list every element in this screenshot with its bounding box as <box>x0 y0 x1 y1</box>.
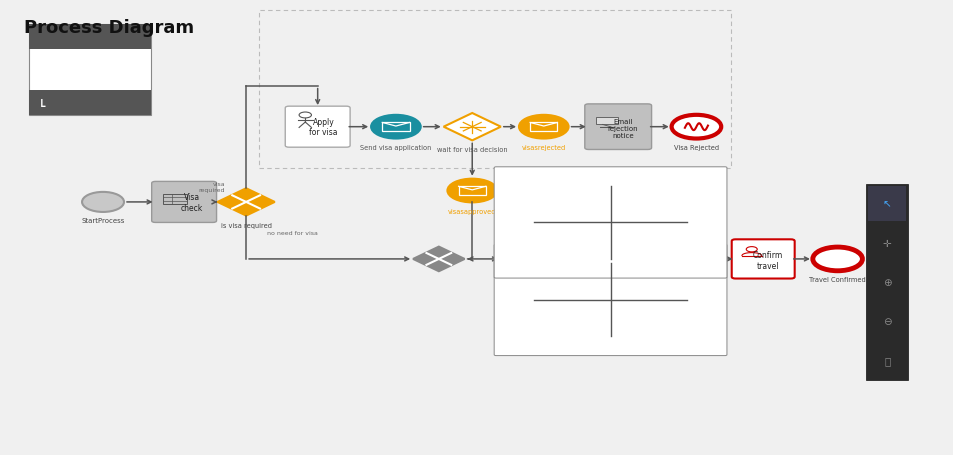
Text: Book Hotel: Book Hotel <box>589 292 631 301</box>
Text: Visa
check: Visa check <box>180 193 203 212</box>
Text: ⊖: ⊖ <box>882 316 891 326</box>
Circle shape <box>812 248 862 271</box>
Polygon shape <box>217 189 274 216</box>
FancyBboxPatch shape <box>494 167 726 278</box>
Bar <box>596 117 617 125</box>
Text: Book: Book <box>520 278 537 284</box>
Bar <box>865 184 907 380</box>
Circle shape <box>371 116 420 139</box>
Circle shape <box>82 192 124 212</box>
Text: Visa Rejected: Visa Rejected <box>673 145 719 151</box>
Bar <box>867 226 905 260</box>
Circle shape <box>447 179 497 203</box>
Text: is visa required: is visa required <box>220 222 272 228</box>
Polygon shape <box>413 247 464 272</box>
Text: visa
required: visa required <box>198 182 225 192</box>
Text: L: L <box>40 99 46 108</box>
Polygon shape <box>662 246 720 273</box>
Text: ⊕: ⊕ <box>882 277 891 287</box>
Bar <box>382 123 409 131</box>
Bar <box>867 343 905 378</box>
Text: ✛: ✛ <box>882 238 891 248</box>
FancyBboxPatch shape <box>285 107 350 148</box>
Bar <box>162 195 187 205</box>
Text: no need for visa: no need for visa <box>267 230 317 235</box>
Text: ⤢: ⤢ <box>883 355 889 365</box>
Text: wait for visa decision: wait for visa decision <box>436 147 507 152</box>
FancyBboxPatch shape <box>494 245 726 356</box>
Text: Confirm
travel: Confirm travel <box>752 251 782 270</box>
Text: visasrejected: visasrejected <box>521 145 565 151</box>
Text: Email
rejection
notice: Email rejection notice <box>607 118 638 138</box>
Bar <box>29 91 151 116</box>
Text: StartProcess: StartProcess <box>81 217 125 223</box>
Circle shape <box>518 116 568 139</box>
Text: Book Flight: Book Flight <box>588 215 632 224</box>
Bar <box>259 11 730 168</box>
Circle shape <box>671 116 720 139</box>
Bar <box>29 25 151 50</box>
Bar <box>867 265 905 299</box>
FancyBboxPatch shape <box>584 105 651 150</box>
Bar <box>458 187 485 195</box>
FancyBboxPatch shape <box>575 281 644 320</box>
Polygon shape <box>500 246 558 273</box>
Polygon shape <box>443 114 500 141</box>
Bar <box>867 187 905 221</box>
Bar <box>29 25 151 116</box>
FancyBboxPatch shape <box>575 203 644 243</box>
Text: Apply
for visa: Apply for visa <box>309 118 337 137</box>
FancyBboxPatch shape <box>731 240 794 279</box>
Text: ↖: ↖ <box>882 199 891 209</box>
Text: Send visa application: Send visa application <box>360 145 431 151</box>
Bar <box>867 304 905 339</box>
Bar <box>530 123 557 131</box>
Text: Travel Confirmed: Travel Confirmed <box>808 277 865 283</box>
FancyBboxPatch shape <box>152 182 216 223</box>
Text: visasapproved: visasapproved <box>448 208 496 214</box>
Text: Process Diagram: Process Diagram <box>24 19 193 37</box>
